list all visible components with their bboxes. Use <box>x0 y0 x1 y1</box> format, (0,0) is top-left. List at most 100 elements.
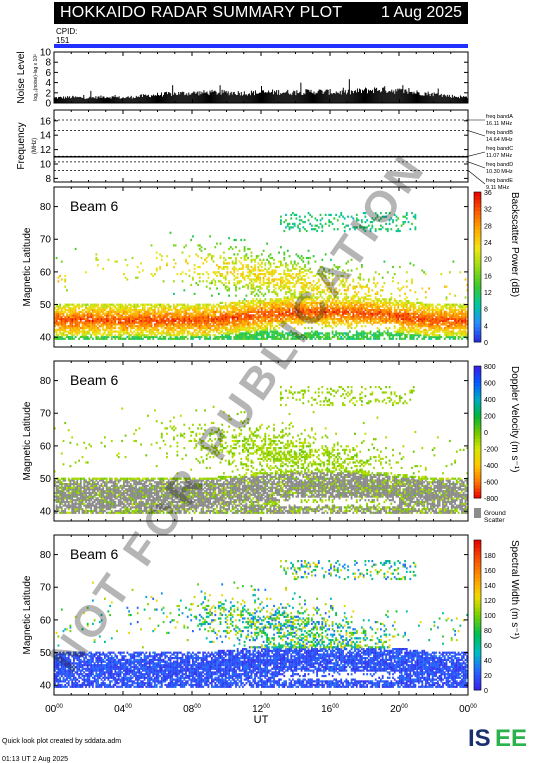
power-cell <box>242 334 244 337</box>
noise-bar <box>204 92 206 103</box>
power-cell <box>66 335 68 339</box>
power-cell <box>283 319 286 322</box>
noise-bar <box>409 92 411 103</box>
power-cell <box>383 282 386 285</box>
power-cell <box>142 317 144 321</box>
power-cell <box>104 330 106 333</box>
power-cell <box>148 332 151 335</box>
noise-bar <box>58 97 60 103</box>
power-cell <box>73 330 75 333</box>
power-cell <box>248 316 251 319</box>
power-cell <box>274 291 277 294</box>
power-cell <box>228 310 230 313</box>
power-cell <box>126 323 129 326</box>
noise-bar <box>60 96 62 103</box>
power-cell <box>285 265 287 269</box>
power-cell <box>271 256 274 260</box>
power-cell <box>400 287 403 290</box>
power-cell <box>188 309 191 312</box>
power-cell <box>117 321 120 324</box>
power-cell <box>271 280 274 283</box>
power-cell <box>269 300 272 303</box>
power-cell <box>311 228 313 231</box>
power-cell <box>336 219 339 222</box>
power-cell <box>124 321 127 324</box>
power-cell <box>316 219 318 222</box>
power-cell <box>86 325 89 328</box>
power-cell <box>345 316 348 319</box>
power-cell <box>117 335 120 339</box>
power-cell <box>247 265 249 269</box>
power-cell <box>254 264 256 267</box>
power-cell <box>223 251 225 254</box>
power-cell <box>143 305 146 308</box>
power-cell <box>336 335 339 339</box>
power-cell <box>278 307 280 310</box>
power-cell <box>298 335 301 339</box>
power-cell <box>271 301 274 304</box>
power-cell <box>155 326 158 330</box>
power-cell <box>248 326 251 330</box>
power-cell <box>114 319 117 322</box>
power-cell <box>228 321 230 324</box>
power-cell <box>224 274 227 277</box>
power-cell <box>224 323 227 326</box>
power-cell <box>155 312 158 315</box>
power-cell <box>311 224 313 227</box>
power-cell <box>298 307 301 310</box>
power-cell <box>114 307 117 310</box>
power-cell <box>224 285 227 288</box>
power-cell <box>211 255 213 258</box>
power-cell <box>54 312 56 315</box>
power-cell <box>238 321 241 324</box>
power-cell <box>373 282 375 285</box>
noise-bar <box>85 99 87 103</box>
power-cell <box>243 314 246 317</box>
power-cell <box>286 310 289 313</box>
power-cell <box>286 273 289 276</box>
noise-bar <box>194 92 196 103</box>
power-cell <box>171 316 174 319</box>
power-cell <box>88 325 91 328</box>
power-cell <box>126 309 129 312</box>
power-cell <box>148 330 151 333</box>
power-cell <box>188 316 191 319</box>
power-cell <box>59 307 61 310</box>
power-cell <box>257 314 260 317</box>
power-cell <box>162 332 165 335</box>
power-cell <box>292 335 294 339</box>
power-cell <box>169 337 172 340</box>
power-cell <box>266 305 268 308</box>
power-cell <box>245 317 248 321</box>
power-cell <box>254 273 256 276</box>
power-cell <box>155 316 158 319</box>
power-cell <box>176 321 179 324</box>
power-cell <box>300 300 303 303</box>
power-cell <box>292 321 294 324</box>
power-cell <box>60 332 63 335</box>
power-cell <box>243 298 246 301</box>
power-cell <box>92 314 94 317</box>
power-cell <box>93 323 96 326</box>
power-cell <box>154 303 156 306</box>
power-cell <box>257 269 260 272</box>
power-cell <box>67 325 70 328</box>
power-cell <box>93 310 96 313</box>
power-cell <box>245 332 248 335</box>
power-cell <box>55 309 58 312</box>
power-cell <box>176 334 179 337</box>
power-cell <box>243 323 246 326</box>
power-cell <box>364 285 367 288</box>
power-cell <box>107 258 110 261</box>
power-cell <box>288 226 291 229</box>
power-cell <box>255 256 258 260</box>
power-cell <box>317 226 320 229</box>
power-cell <box>136 337 139 340</box>
power-cell <box>340 335 343 339</box>
power-cell <box>133 310 136 313</box>
power-cell <box>405 285 408 288</box>
noise-bar <box>89 96 91 103</box>
power-cell <box>247 276 249 279</box>
power-cell <box>390 296 393 299</box>
power-cell <box>135 314 137 317</box>
